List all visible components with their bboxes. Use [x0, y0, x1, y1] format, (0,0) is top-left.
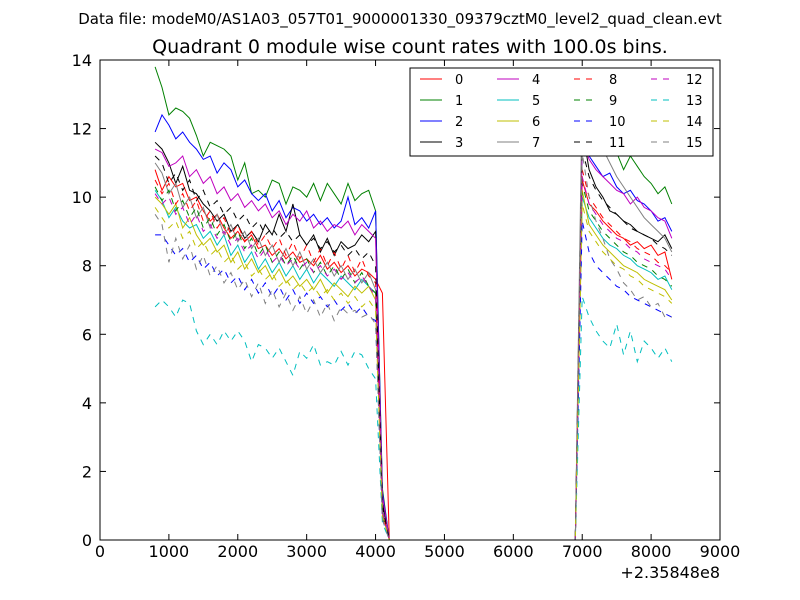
x-tick-label: 7000 [562, 542, 603, 561]
legend-label-1: 1 [455, 94, 463, 109]
y-tick-label: 6 [82, 325, 92, 344]
legend-label-12: 12 [686, 73, 703, 88]
x-tick-label: 1000 [149, 542, 190, 561]
supertitle: Data file: modeM0/AS1A03_057T01_90000013… [78, 10, 722, 29]
x-tick-label: 8000 [631, 542, 672, 561]
legend-label-8: 8 [609, 73, 617, 88]
legend-label-5: 5 [532, 94, 540, 109]
legend-label-0: 0 [455, 73, 463, 88]
x-tick-label: 6000 [493, 542, 534, 561]
legend-label-6: 6 [532, 115, 540, 130]
series-line-8 [154, 169, 673, 541]
y-tick-label: 12 [72, 120, 92, 139]
legend-label-10: 10 [609, 115, 626, 130]
y-tick-label: 8 [82, 257, 92, 276]
x-tick-label: 3000 [286, 542, 327, 561]
legend-label-7: 7 [532, 136, 540, 151]
legend-label-13: 13 [686, 94, 703, 109]
y-tick-label: 0 [82, 531, 92, 550]
legend-label-4: 4 [532, 73, 540, 88]
y-tick-label: 4 [82, 394, 92, 413]
legend-label-3: 3 [455, 136, 463, 151]
series-line-10 [155, 220, 673, 541]
series-line-11 [154, 148, 673, 541]
legend-label-15: 15 [686, 136, 703, 151]
series-line-15 [154, 152, 672, 541]
legend-label-14: 14 [686, 115, 703, 130]
x-offset-label: +2.35848e8 [620, 563, 720, 582]
y-tick-label: 14 [72, 51, 92, 70]
x-tick-label: 0 [95, 542, 105, 561]
ticks-layer: 0 1000 2000 3000 4000 5000 6000 7000 8000 9000 0 2 4… [72, 51, 741, 561]
legend-label-2: 2 [455, 115, 463, 130]
legend-label-11: 11 [609, 136, 626, 151]
chart-title: Quadrant 0 module wise count rates with … [152, 36, 668, 58]
y-tick-label: 2 [82, 462, 92, 481]
legend-frame [409, 67, 714, 157]
y-tick-label: 10 [72, 188, 92, 207]
x-tick-label: 4000 [355, 542, 396, 561]
x-tick-label: 9000 [700, 542, 741, 561]
legend-label-9: 9 [609, 94, 617, 109]
x-tick-label: 5000 [424, 542, 465, 561]
plot-frame [99, 59, 721, 541]
x-tick-label: 2000 [217, 542, 258, 561]
